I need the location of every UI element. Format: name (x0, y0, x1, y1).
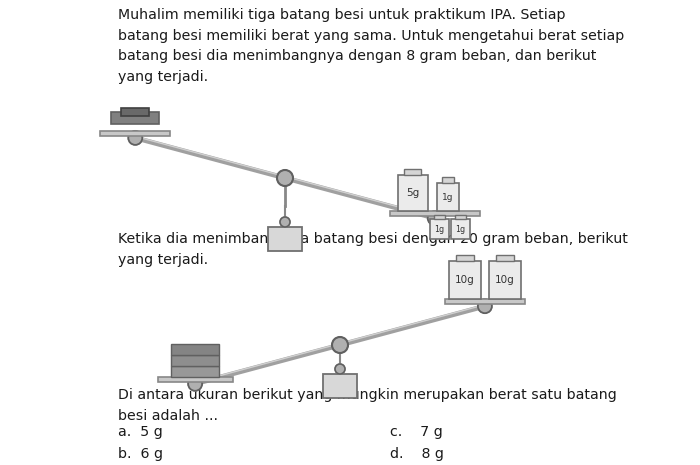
Text: Ketika dia menimbang tiga batang besi dengan 20 gram beban, berikut
yang terjadi: Ketika dia menimbang tiga batang besi de… (118, 232, 628, 266)
FancyBboxPatch shape (489, 261, 521, 299)
FancyBboxPatch shape (430, 219, 449, 239)
FancyBboxPatch shape (445, 299, 525, 304)
Circle shape (277, 170, 293, 186)
Text: 5g: 5g (406, 188, 419, 198)
Text: b.  6 g: b. 6 g (118, 447, 163, 461)
FancyBboxPatch shape (171, 344, 219, 355)
Circle shape (128, 131, 142, 145)
FancyBboxPatch shape (171, 366, 219, 377)
FancyBboxPatch shape (442, 177, 454, 183)
Circle shape (428, 211, 442, 225)
FancyBboxPatch shape (398, 175, 428, 211)
Circle shape (332, 337, 348, 353)
Text: 1g: 1g (435, 225, 444, 233)
Text: Di antara ukuran berikut yang mungkin merupakan berat satu batang
besi adalah ..: Di antara ukuran berikut yang mungkin me… (118, 388, 617, 423)
FancyBboxPatch shape (496, 255, 514, 261)
Circle shape (188, 377, 202, 391)
Text: 10g: 10g (495, 275, 514, 285)
FancyBboxPatch shape (449, 261, 481, 299)
FancyBboxPatch shape (435, 215, 445, 219)
Text: d.    8 g: d. 8 g (390, 447, 444, 461)
FancyBboxPatch shape (323, 374, 357, 398)
Text: 1g: 1g (442, 193, 454, 202)
FancyBboxPatch shape (111, 112, 160, 124)
FancyBboxPatch shape (456, 215, 466, 219)
FancyBboxPatch shape (158, 377, 232, 382)
FancyBboxPatch shape (405, 169, 421, 175)
FancyBboxPatch shape (268, 227, 302, 251)
Circle shape (335, 364, 345, 374)
Text: Muhalim memiliki tiga batang besi untuk praktikum IPA. Setiap
batang besi memili: Muhalim memiliki tiga batang besi untuk … (118, 8, 624, 84)
Text: a.  5 g: a. 5 g (118, 425, 162, 439)
Circle shape (478, 299, 492, 313)
Text: 10g: 10g (455, 275, 475, 285)
Text: c.    7 g: c. 7 g (390, 425, 442, 439)
FancyBboxPatch shape (390, 211, 480, 216)
Circle shape (280, 217, 290, 227)
FancyBboxPatch shape (171, 355, 219, 366)
FancyBboxPatch shape (452, 219, 470, 239)
FancyBboxPatch shape (456, 255, 474, 261)
FancyBboxPatch shape (437, 183, 459, 211)
FancyBboxPatch shape (121, 108, 149, 116)
FancyBboxPatch shape (100, 131, 170, 136)
Text: 1g: 1g (456, 225, 466, 233)
